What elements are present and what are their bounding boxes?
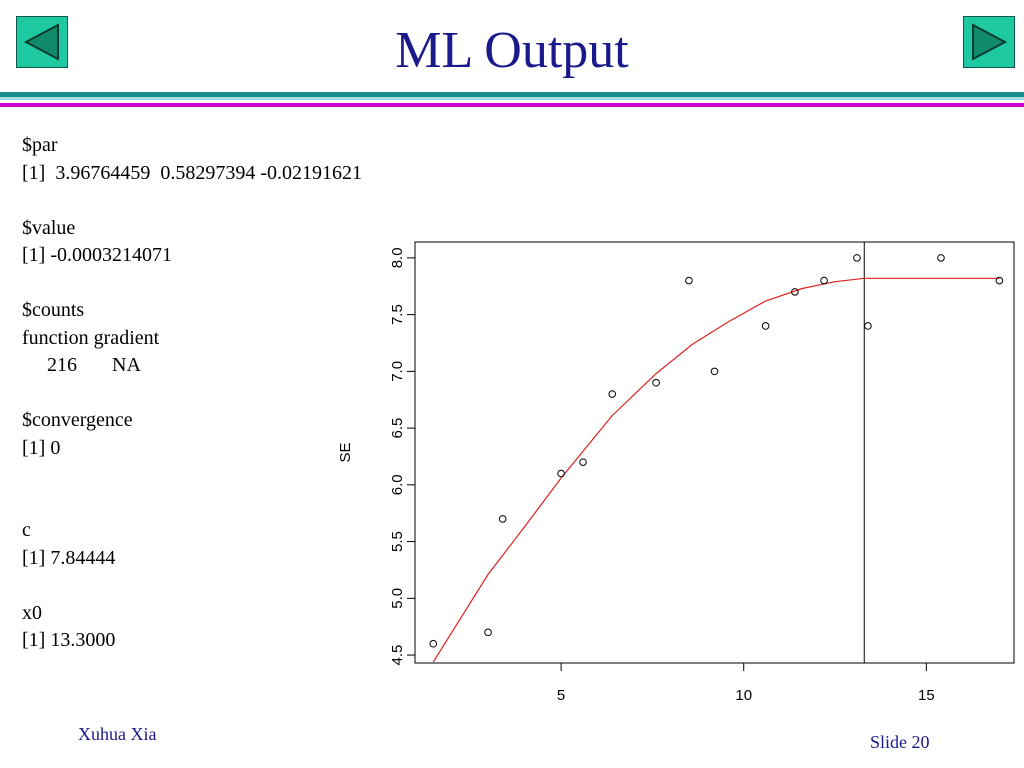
- x-tick-label: 10: [735, 687, 752, 704]
- y-tick-label: 7.5: [389, 304, 406, 325]
- triangle-right-icon: [972, 23, 1008, 61]
- plot-frame: [414, 241, 1015, 664]
- data-point: [864, 322, 872, 330]
- y-tick-label: 5.5: [389, 531, 406, 552]
- output-line: c: [22, 519, 31, 541]
- output-line: [1] 0: [22, 436, 61, 459]
- output-line: [1] -0.0003214071: [22, 244, 172, 266]
- y-tick-label: 4.5: [389, 645, 406, 666]
- output-line: [22, 380, 362, 408]
- output-line: function gradient: [22, 326, 160, 349]
- y-tick-label: 6.0: [389, 474, 406, 495]
- data-point: [820, 276, 828, 285]
- data-point: [761, 322, 770, 330]
- data-point: [652, 378, 660, 387]
- y-axis-label: SE: [337, 442, 354, 462]
- x-tick-label: 5: [557, 687, 565, 704]
- output-line: x0: [22, 601, 42, 624]
- output-line: $value: [22, 216, 76, 239]
- output-line: [1] 13.3000: [22, 629, 116, 651]
- output-line: $convergence: [22, 409, 133, 431]
- y-tick-label: 6.5: [389, 418, 406, 439]
- output-line: [1] 3.96764459 0.58297394 -0.02191621: [22, 161, 362, 184]
- data-point: [484, 628, 492, 637]
- output-line: [22, 490, 362, 518]
- output-line: $par: [22, 134, 58, 156]
- data-point: [685, 276, 693, 285]
- data-point: [557, 469, 565, 478]
- data-point: [429, 639, 438, 648]
- scatter-chart: 5 10 15 4.5 5.0 5.5 6.0 6.5 7.0 7.5 8.0 GE SE: [337, 241, 1015, 730]
- output-line: [1] 7.84444: [22, 546, 116, 569]
- data-point: [579, 458, 587, 466]
- x-tick-label: 15: [918, 687, 935, 704]
- header-rule-magenta: [0, 103, 1024, 107]
- x-axis-label: GE: [699, 727, 721, 730]
- prev-slide-button[interactable]: [16, 16, 68, 68]
- data-point: [853, 254, 861, 262]
- data-point: [710, 367, 719, 376]
- output-line: [22, 270, 362, 298]
- y-tick-label: 8.0: [389, 247, 406, 268]
- y-tick-label: 5.0: [389, 588, 406, 609]
- output-line: $counts: [22, 299, 85, 321]
- y-tick-label: 7.0: [389, 361, 406, 382]
- data-point: [498, 515, 507, 523]
- next-slide-button[interactable]: [963, 16, 1015, 68]
- output-line: [22, 187, 362, 215]
- fit-line: [432, 277, 1000, 663]
- output-line: [22, 462, 362, 490]
- output-line: 216 NA: [22, 354, 141, 376]
- author-name: Xuhua Xia: [78, 724, 157, 744]
- triangle-left-icon: [23, 23, 59, 61]
- data-point: [608, 390, 617, 398]
- header-rule-cyan: [0, 97, 1024, 100]
- output-line: [22, 572, 362, 600]
- r-output-text: $par [1] 3.96764459 0.58297394 -0.0219162…: [22, 132, 362, 655]
- data-point: [995, 276, 1004, 285]
- slide-number: Slide 20: [870, 732, 930, 752]
- data-point: [791, 288, 799, 296]
- page-title: ML Output: [395, 22, 629, 79]
- header-rule-teal: [0, 92, 1024, 97]
- data-point: [937, 254, 945, 262]
